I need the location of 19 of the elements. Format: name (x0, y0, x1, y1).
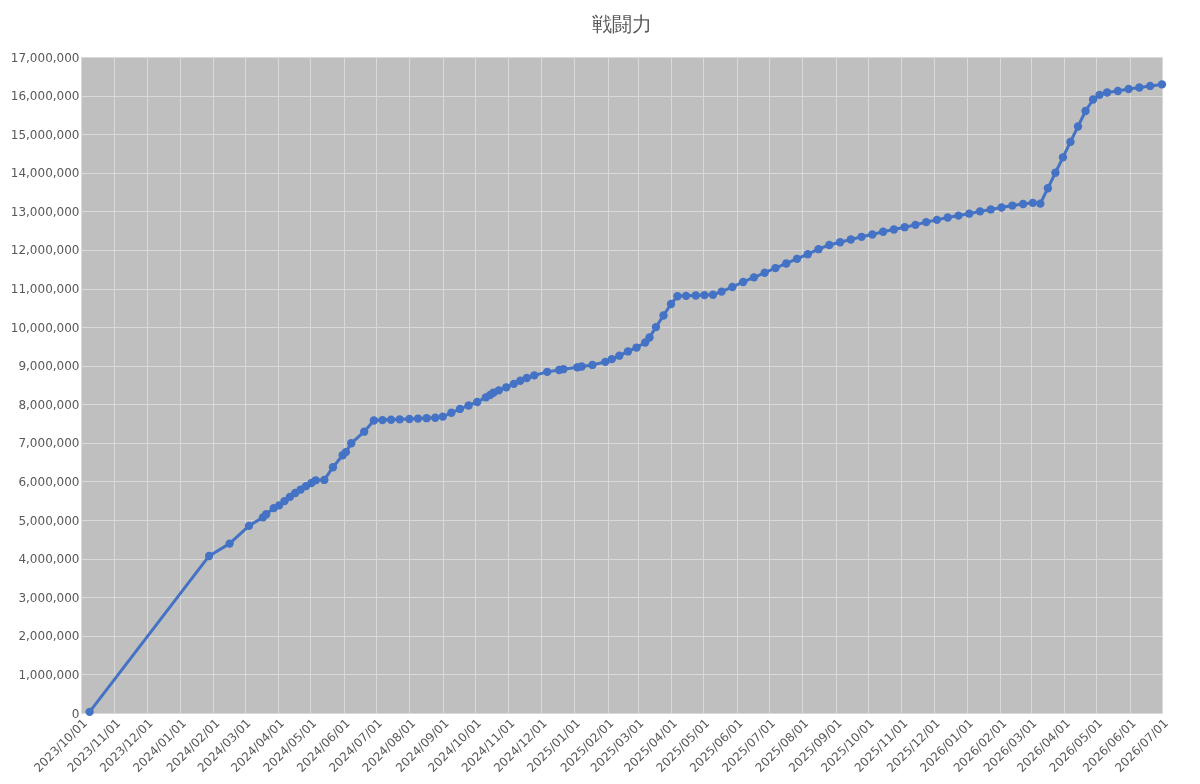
y-tick-label: 2,000,000 (18, 629, 80, 644)
y-tick-label: 5,000,000 (18, 513, 80, 528)
y-tick-label: 1,000,000 (18, 667, 80, 682)
y-tick-label: 3,000,000 (18, 590, 80, 605)
y-tick-label: 10,000,000 (10, 320, 80, 335)
y-tick-label: 7,000,000 (18, 436, 80, 451)
y-tick-label: 11,000,000 (10, 282, 80, 297)
y-tick-label: 16,000,000 (10, 89, 80, 104)
chart-title: 戦闘力 (591, 12, 652, 36)
y-tick-label: 13,000,000 (10, 204, 80, 219)
y-tick-label: 12,000,000 (10, 243, 80, 258)
y-tick-label: 8,000,000 (18, 397, 80, 412)
y-tick-label: 6,000,000 (18, 474, 80, 489)
y-tick-label: 4,000,000 (18, 552, 80, 567)
y-tick-label: 9,000,000 (18, 359, 80, 374)
y-tick-label: 15,000,000 (10, 127, 80, 142)
y-tick-label: 14,000,000 (10, 166, 80, 181)
y-tick-label: 17,000,000 (10, 50, 80, 65)
y-tick-label: 0 (71, 706, 80, 721)
